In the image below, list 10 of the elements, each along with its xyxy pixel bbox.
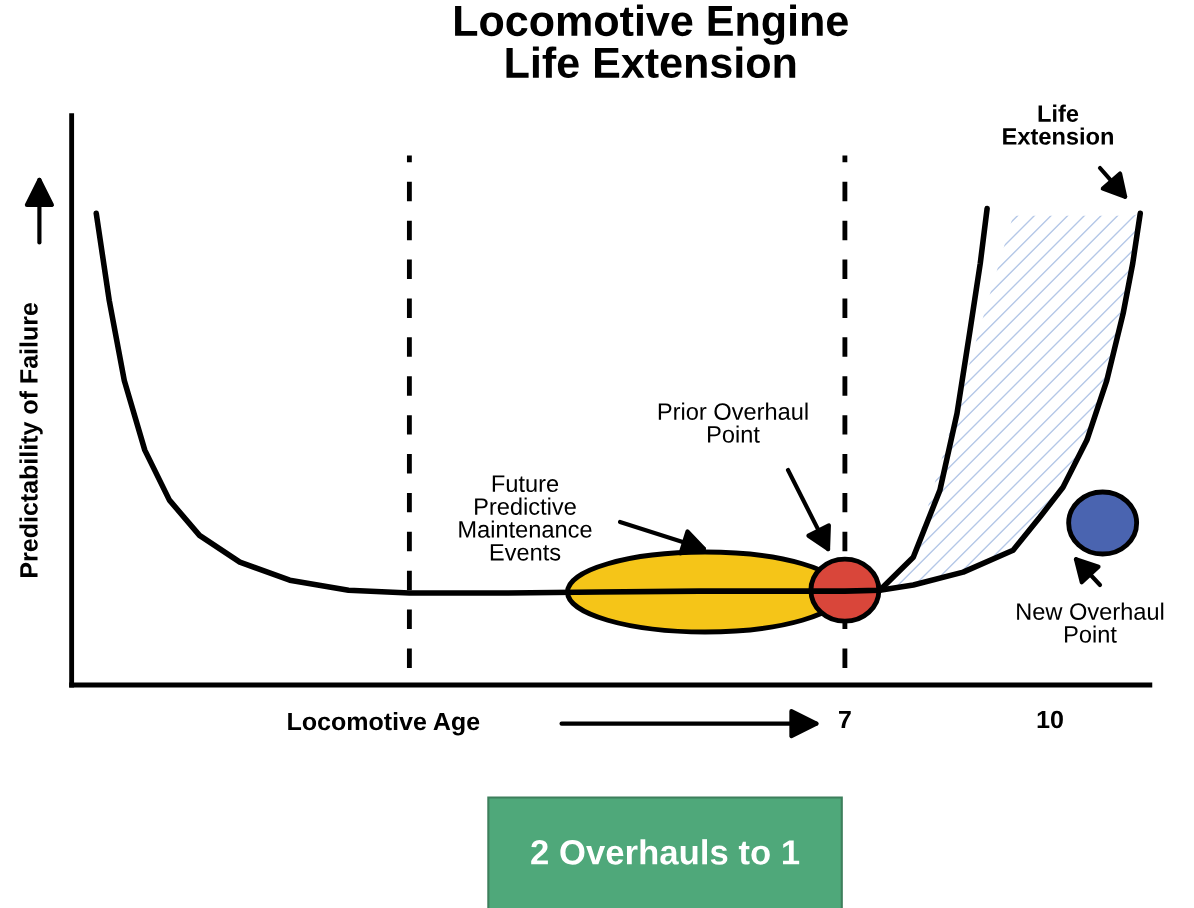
x-axis-title: Locomotive Age <box>288 711 480 736</box>
y-axis-title: Predictability of Failure <box>19 303 43 577</box>
annotation: Future Predictive Maintenance Events <box>459 475 592 561</box>
x-tick-label: 10 <box>1037 710 1063 729</box>
annotation: Prior Overhaul Point <box>658 402 808 443</box>
annotation: New Overhaul Point <box>1017 602 1164 643</box>
x-tick-label: 7 <box>839 710 851 729</box>
chart-title: Locomotive Engine Life Extension <box>455 4 848 79</box>
text: Life Extension <box>1003 104 1113 145</box>
text: 2 Overhauls to 1 <box>531 839 800 865</box>
